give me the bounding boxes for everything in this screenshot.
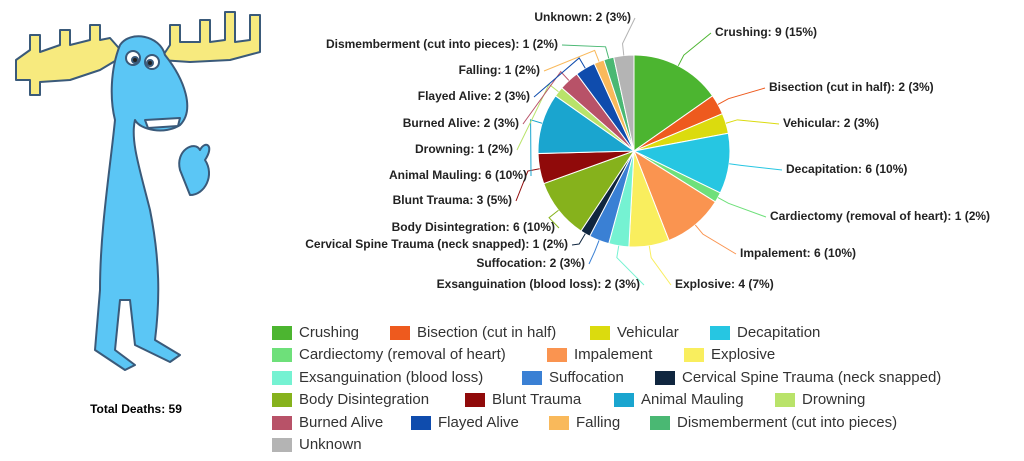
legend-swatch[interactable] (710, 326, 730, 340)
leader-line (622, 17, 636, 56)
legend-label[interactable]: Exsanguination (blood loss) (299, 369, 483, 386)
leader-line (717, 87, 766, 105)
legend-label[interactable]: Vehicular (617, 324, 679, 341)
leader-line (725, 119, 780, 125)
leader-line (530, 119, 543, 177)
leader-line (561, 44, 610, 59)
data-label: Falling: 1 (2%) (459, 63, 540, 77)
legend-label[interactable]: Unknown (299, 436, 362, 453)
legend-label[interactable]: Dismemberment (cut into pieces) (677, 414, 897, 431)
data-label: Vehicular: 2 (3%) (783, 116, 879, 130)
legend-label[interactable]: Impalement (574, 346, 653, 363)
legend-label[interactable]: Blunt Trauma (492, 391, 582, 408)
legend-label[interactable]: Crushing (299, 324, 359, 341)
leader-line (588, 240, 600, 265)
moose-illustration (15, 11, 261, 371)
legend-label[interactable]: Drowning (802, 391, 865, 408)
data-label: Animal Mauling: 6 (10%) (389, 168, 527, 182)
legend-label[interactable]: Burned Alive (299, 414, 383, 431)
data-label: Drowning: 1 (2%) (415, 142, 513, 156)
data-label: Crushing: 9 (15%) (715, 25, 817, 39)
legend-label[interactable]: Explosive (711, 346, 775, 363)
legend-swatch[interactable] (775, 393, 795, 407)
leader-line (571, 233, 586, 246)
legend-label[interactable]: Falling (576, 414, 620, 431)
legend-label[interactable]: Bisection (cut in half) (417, 324, 556, 341)
data-label: Impalement: 6 (10%) (740, 246, 856, 260)
legend-swatch[interactable] (272, 416, 292, 430)
leader-line (717, 197, 767, 218)
legend-swatch[interactable] (272, 393, 292, 407)
data-label: Bisection (cut in half): 2 (3%) (769, 80, 934, 94)
leader-line (515, 168, 540, 202)
legend-swatch[interactable] (272, 348, 292, 362)
legend-swatch[interactable] (272, 326, 292, 340)
leader-line (694, 224, 737, 255)
legend-swatch[interactable] (522, 371, 542, 385)
leader-line (543, 49, 600, 72)
leader-line (729, 163, 783, 171)
legend-label[interactable]: Body Disintegration (299, 391, 429, 408)
leader-line (522, 70, 570, 125)
data-label: Flayed Alive: 2 (3%) (418, 89, 530, 103)
data-label: Burned Alive: 2 (3%) (403, 116, 519, 130)
legend-swatch[interactable] (655, 371, 675, 385)
legend-swatch[interactable] (465, 393, 485, 407)
legend-label[interactable]: Suffocation (549, 369, 624, 386)
legend-swatch[interactable] (684, 348, 704, 362)
data-label: Suffocation: 2 (3%) (476, 256, 585, 270)
legend-swatch[interactable] (549, 416, 569, 430)
legend-swatch[interactable] (547, 348, 567, 362)
total-annotation: Total Deaths: 59 (90, 402, 182, 416)
legend-swatch[interactable] (272, 438, 292, 452)
leader-line (677, 32, 712, 67)
legend-swatch[interactable] (614, 393, 634, 407)
legend-swatch[interactable] (590, 326, 610, 340)
data-label: Explosive: 4 (7%) (675, 277, 774, 291)
data-label: Unknown: 2 (3%) (534, 10, 631, 24)
legend-swatch[interactable] (650, 416, 670, 430)
leader-line (533, 57, 586, 98)
legend-label[interactable]: Decapitation (737, 324, 820, 341)
legend-swatch[interactable] (272, 371, 292, 385)
legend-label[interactable]: Animal Mauling (641, 391, 744, 408)
data-label: Body Disintegration: 6 (10%) (392, 220, 555, 234)
legend-swatch[interactable] (390, 326, 410, 340)
legend-label[interactable]: Cardiectomy (removal of heart) (299, 346, 506, 363)
data-label: Cardiectomy (removal of heart): 1 (2%) (770, 209, 990, 223)
data-label: Dismemberment (cut into pieces): 1 (2%) (326, 37, 558, 51)
legend-label[interactable]: Flayed Alive (438, 414, 519, 431)
leader-line (648, 245, 672, 286)
leader-line (548, 209, 560, 229)
data-label: Blunt Trauma: 3 (5%) (393, 193, 512, 207)
data-label: Cervical Spine Trauma (neck snapped): 1 … (305, 237, 568, 251)
legend-label[interactable]: Cervical Spine Trauma (neck snapped) (682, 369, 941, 386)
data-label: Exsanguination (blood loss): 2 (3%) (437, 277, 640, 291)
pie-slice (633, 54, 714, 152)
legend-swatch[interactable] (411, 416, 431, 430)
leader-line (616, 245, 645, 286)
data-label: Decapitation: 6 (10%) (786, 162, 907, 176)
